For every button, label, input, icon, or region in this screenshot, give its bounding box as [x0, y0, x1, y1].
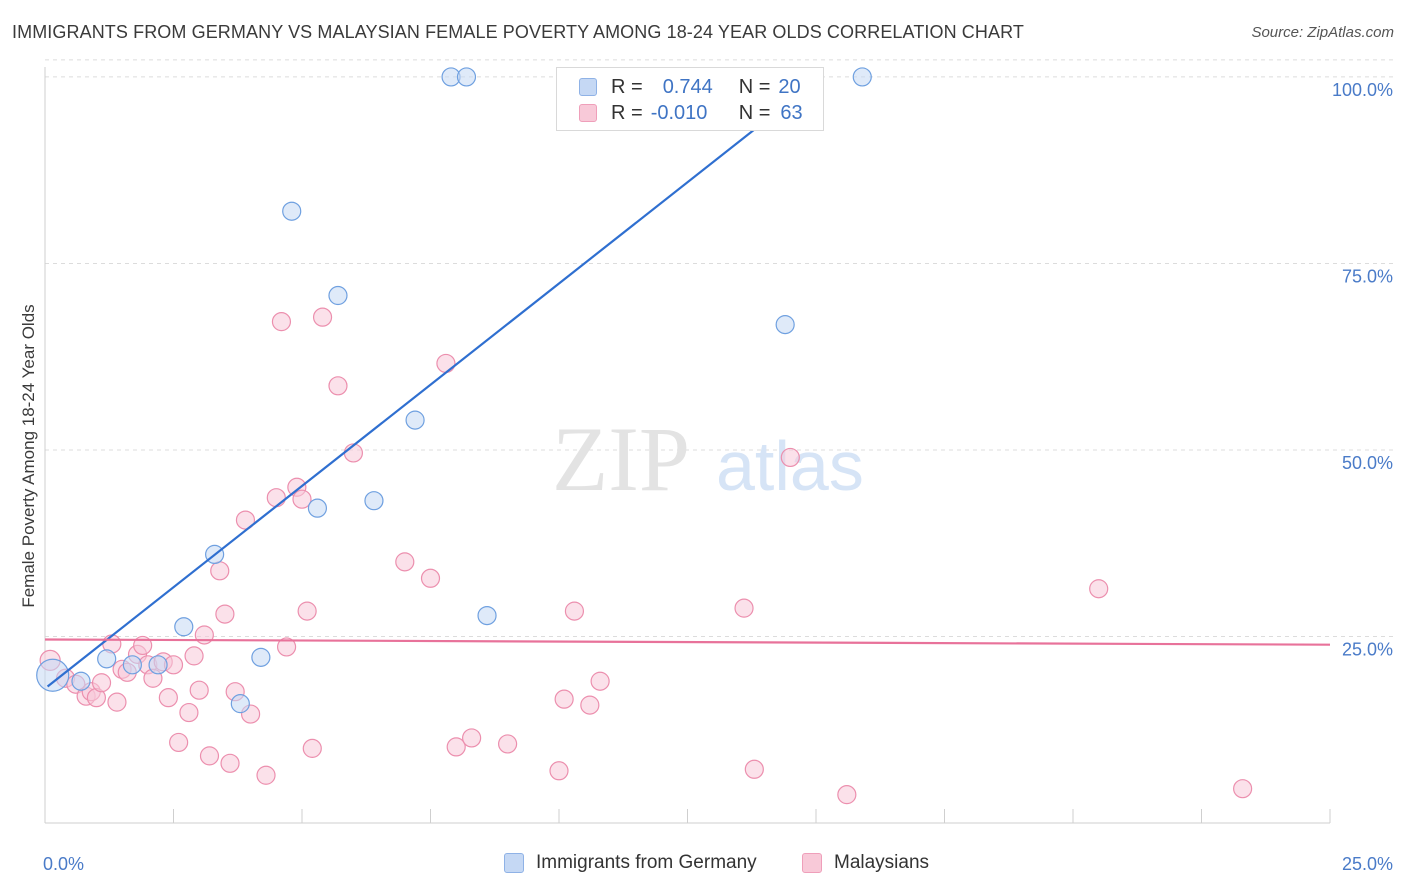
malaysians-point-22	[194, 625, 214, 645]
malaysians-point-45	[462, 728, 482, 748]
n-label: N =	[738, 75, 771, 98]
legend-malaysians[interactable]: Malaysians	[802, 852, 929, 874]
legend-malaysians-label: Malaysians	[834, 852, 930, 873]
watermark: ZIP atlas	[552, 408, 864, 510]
malaysians-point-31	[276, 637, 297, 657]
malaysians-point-49	[564, 601, 585, 621]
malaysians-point-56	[1089, 579, 1109, 599]
malaysians-point-24	[210, 561, 230, 581]
y-tick-label-1: 50.0%	[1342, 453, 1393, 473]
germany-point-13	[405, 410, 425, 430]
malaysians-trendline	[44, 638, 1331, 646]
chart-source: Source: ZipAtlas.com	[1251, 24, 1394, 41]
germany-point-18	[775, 315, 795, 335]
germany-point-7	[230, 694, 250, 714]
malaysians-swatch	[579, 104, 597, 122]
malaysians-point-23	[199, 746, 220, 766]
germany-point-1	[71, 671, 91, 691]
chart-title: IMMIGRANTS FROM GERMANY VS MALAYSIAN FEM…	[12, 22, 1024, 42]
germany-point-4	[148, 655, 168, 675]
stats-legend: R = 0.744 N = 20 R = -0.010 N = 63	[556, 67, 824, 131]
n-label: N =	[738, 101, 771, 124]
malaysians-point-47	[549, 761, 569, 781]
malaysians-point-43	[436, 353, 456, 374]
x-tick-label-1: 25.0%	[1342, 854, 1393, 874]
malaysians-point-52	[734, 598, 754, 618]
malaysians-point-48	[554, 689, 574, 709]
germany-point-11	[328, 285, 348, 306]
germany-point-19	[852, 67, 872, 87]
germany-point-2	[97, 649, 117, 669]
malaysians-point-18	[169, 732, 189, 753]
malaysians-point-36	[297, 601, 317, 621]
germany-point-8	[251, 647, 271, 667]
n-value: 63	[780, 101, 803, 124]
malaysians-point-39	[328, 376, 348, 396]
legend-germany-label: Immigrants from Germany	[536, 852, 757, 873]
malaysians-point-26	[220, 753, 240, 773]
germany-point-10	[307, 498, 328, 518]
r-value: 0.744	[662, 75, 713, 98]
germany-trendline	[46, 76, 822, 688]
malaysians-point-6	[91, 673, 112, 693]
stats-row-germany: R = 0.744 N = 20	[579, 75, 801, 99]
legend-germany[interactable]: Immigrants from Germany	[504, 852, 757, 874]
malaysians-point-35	[292, 489, 312, 509]
germany-point-5	[174, 617, 194, 637]
malaysians-point-57	[1233, 779, 1253, 799]
y-tick-label-3: 100.0%	[1332, 80, 1393, 100]
grid-lines	[45, 59, 1395, 637]
malaysians-point-54	[780, 447, 800, 468]
germany-swatch	[579, 78, 597, 96]
r-label: R =	[611, 101, 643, 124]
malaysians-point-50	[580, 695, 600, 715]
r-label: R =	[611, 75, 643, 98]
malaysians-point-16	[158, 688, 178, 708]
malaysians-point-25	[215, 604, 235, 624]
germany-point-3	[122, 655, 142, 675]
germany-point-16	[477, 605, 497, 626]
malaysians-point-42	[420, 568, 441, 588]
malaysians-point-44	[446, 737, 466, 757]
germany-legend-swatch	[504, 853, 524, 873]
malaysians-point-28	[235, 510, 256, 530]
germany-point-12	[364, 491, 384, 511]
malaysians-point-33	[271, 312, 292, 332]
malaysians-point-30	[256, 765, 276, 785]
germany-point-0	[36, 658, 70, 692]
malaysians-legend-swatch	[802, 853, 822, 873]
stats-row-malaysians: R = -0.010 N = 63	[579, 101, 803, 125]
n-value: 20	[778, 75, 801, 98]
malaysians-point-20	[184, 646, 204, 666]
malaysians-point-51	[590, 671, 610, 691]
axes	[44, 67, 1331, 824]
malaysians-point-55	[837, 785, 857, 805]
trendlines	[44, 76, 1331, 688]
malaysians-point-41	[395, 552, 415, 572]
malaysians-point-53	[744, 759, 764, 779]
malaysians-point-37	[302, 738, 322, 758]
watermark-zip: ZIP	[552, 408, 690, 510]
malaysians-point-8	[107, 692, 127, 712]
malaysians-point-21	[189, 680, 209, 700]
r-value: -0.010	[650, 101, 708, 124]
germany-point-15	[456, 67, 477, 87]
malaysians-point-46	[498, 734, 518, 754]
y-tick-label-0: 25.0%	[1342, 639, 1393, 659]
malaysians-point-32	[266, 488, 286, 508]
y-axis-title: Female Poverty Among 18-24 Year Olds	[19, 304, 38, 607]
malaysians-point-19	[179, 702, 199, 723]
y-tick-label-2: 75.0%	[1342, 266, 1393, 286]
germany-point-9	[282, 201, 302, 221]
x-tick-label-0: 0.0%	[43, 854, 84, 874]
malaysians-point-38	[312, 307, 333, 327]
tick-labels: 25.0% 50.0% 75.0% 100.0% 0.0% 25.0%	[43, 80, 1393, 874]
